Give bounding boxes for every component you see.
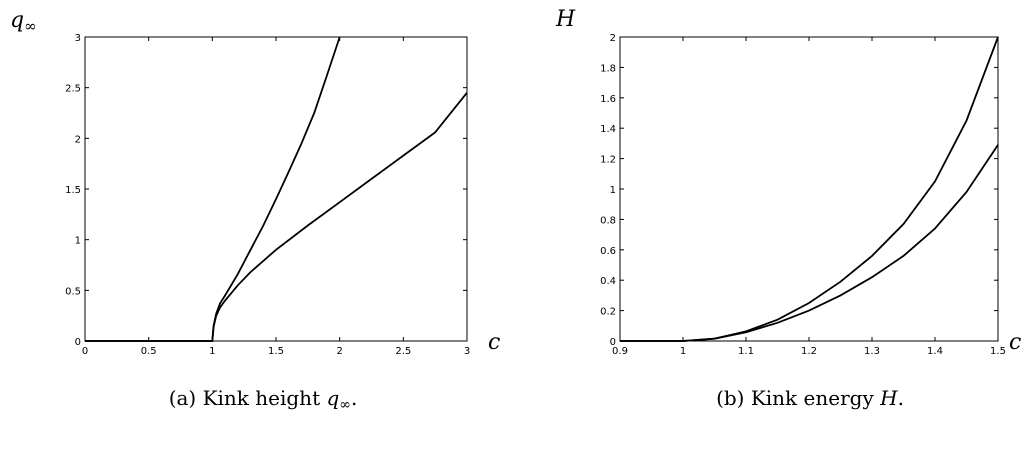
- caption: (b) Kink energy H.: [716, 386, 904, 410]
- caption-suffix: .: [351, 386, 357, 410]
- panel-b: 0.9 1 1.1 1.2 1.3 1.4 1.5 0 0.2 0.4 0.6 0.8 1 1.2 1.4 1…: [555, 7, 1021, 410]
- x-tick-label: 1.3: [864, 346, 880, 357]
- x-tick-label: 1.4: [927, 346, 943, 357]
- x-tick-label: 0.9: [612, 346, 628, 357]
- y-tick-label: 1.4: [600, 124, 616, 135]
- y-axis-label-subscript: ∞: [24, 17, 37, 35]
- y-tick-label: 1.2: [600, 155, 616, 166]
- y-tick-label: 3: [75, 33, 81, 44]
- y-tick-label: 1: [75, 236, 81, 247]
- y-tick-label: 2: [610, 33, 616, 44]
- x-axis-label: c: [1009, 330, 1021, 355]
- y-axis-label: q∞: [10, 8, 37, 35]
- y-tick-label: 1.8: [600, 63, 616, 74]
- y-axis-label: H: [555, 7, 576, 32]
- y-tick-label: 1.5: [65, 185, 81, 196]
- series-line-2: [85, 92, 468, 342]
- x-axis-label: c: [488, 330, 500, 355]
- x-tick-label: 1: [209, 346, 215, 357]
- x-tick-label: 0.5: [141, 346, 157, 357]
- y-tick-label: 0.2: [600, 307, 616, 318]
- caption-math: H: [879, 386, 898, 410]
- x-tick-label: 1.5: [268, 346, 284, 357]
- x-tick-label: 2.5: [395, 346, 411, 357]
- x-tick-label: 2: [336, 346, 342, 357]
- plot-frame: [619, 36, 999, 342]
- caption-math: q: [326, 386, 339, 410]
- caption-subscript: ∞: [339, 397, 351, 413]
- y-tick-label: 2: [75, 134, 81, 145]
- x-tick-label: 1: [680, 346, 686, 357]
- y-tick-label: 0.4: [600, 276, 616, 287]
- series-line-1: [620, 36, 999, 342]
- y-tick-label: 1: [610, 185, 616, 196]
- y-tick-label: 1.6: [600, 94, 616, 105]
- y-tick-label: 2.5: [65, 84, 81, 95]
- x-tick-label: 3: [464, 346, 470, 357]
- y-tick-label: 0: [610, 337, 616, 348]
- y-tick-label: 0: [75, 337, 81, 348]
- y-tick-label: 0.5: [65, 286, 81, 297]
- caption: (a) Kink height q∞.: [169, 386, 358, 413]
- y-tick-label: 0.6: [600, 246, 616, 257]
- plot-frame: [84, 36, 468, 342]
- x-tick-label: 1.1: [738, 346, 754, 357]
- panel-a: 0 0.5 1 1.5 2 2.5 300.511.522.53q∞c(a) Kink he…: [10, 8, 500, 413]
- series-line-2: [620, 144, 999, 342]
- x-tick-label: 1.2: [801, 346, 817, 357]
- x-tick-label: 0: [82, 346, 88, 357]
- y-tick-label: 0.8: [600, 215, 616, 226]
- series-line-1: [85, 36, 341, 342]
- x-tick-label: 1.5: [990, 346, 1006, 357]
